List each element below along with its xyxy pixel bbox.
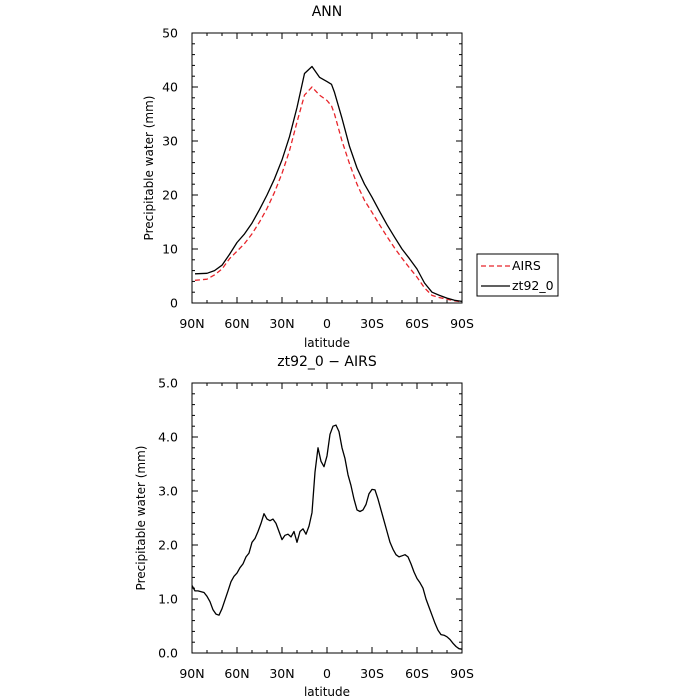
x-tick-label: 30N	[269, 666, 294, 681]
y-tick-label: 1.0	[158, 592, 178, 607]
x-tick-label: 30S	[360, 316, 384, 331]
x-tick-label: 60S	[405, 316, 429, 331]
panel-top: ANN 0 10 20 30 40 50 90N 60N 30N 0 30S 60S 90S lati…	[142, 4, 474, 350]
plot-frame	[191, 382, 463, 654]
y-tick-label: 3.0	[158, 484, 178, 499]
x-tick-label: 90N	[179, 666, 204, 681]
series-line-difference	[191, 424, 463, 650]
y-axis-label: Precipitable water (mm)	[134, 446, 148, 591]
panel-title: ANN	[312, 4, 343, 20]
series-group	[191, 424, 463, 650]
series-line-zt92_0	[194, 65, 463, 303]
y-tick-label: 50	[162, 26, 178, 41]
y-tick-label: 10	[162, 242, 178, 257]
x-axis-ticks: 90N 60N 30N 0 30S 60S 90S	[179, 33, 474, 331]
series-group	[194, 65, 463, 303]
y-tick-label: 0	[170, 296, 178, 311]
legend: AIRS zt92_0	[476, 253, 559, 297]
x-tick-label: 60N	[224, 316, 249, 331]
y-axis-ticks: 0 10 20 30 40 50	[162, 26, 462, 311]
x-axis-ticks: 90N 60N 30N 0 30S 60S 90S	[179, 383, 474, 681]
y-tick-label: 5.0	[158, 376, 178, 391]
x-tick-label: 60N	[224, 666, 249, 681]
panel-title: zt92_0 − AIRS	[277, 354, 377, 370]
y-tick-label: 40	[162, 80, 178, 95]
x-axis-label: latitude	[304, 336, 350, 350]
legend-box	[476, 253, 559, 297]
x-tick-label: 60S	[405, 666, 429, 681]
x-tick-label: 0	[323, 666, 331, 681]
y-tick-label: 30	[162, 134, 178, 149]
x-tick-label: 30N	[269, 316, 294, 331]
series-line-airs	[194, 86, 463, 303]
y-axis-ticks: 0.0 1.0 2.0 3.0 4.0 5.0	[158, 376, 462, 661]
x-tick-label: 0	[323, 316, 331, 331]
x-tick-label: 90N	[179, 316, 204, 331]
y-axis-label: Precipitable water (mm)	[142, 96, 156, 241]
legend-label-airs: AIRS	[512, 258, 541, 273]
plot-frame	[191, 32, 463, 304]
x-tick-label: 30S	[360, 666, 384, 681]
x-tick-label: 90S	[450, 316, 474, 331]
panel-bottom: zt92_0 − AIRS 0.0 1.0 2.0 3.0 4.0 5.0 90N 60N 3…	[134, 354, 474, 699]
legend-label-zt92: zt92_0	[512, 278, 554, 293]
y-tick-label: 20	[162, 188, 178, 203]
y-tick-label: 0.0	[158, 646, 178, 661]
y-tick-label: 4.0	[158, 430, 178, 445]
y-tick-label: 2.0	[158, 538, 178, 553]
x-tick-label: 90S	[450, 666, 474, 681]
x-axis-label: latitude	[304, 685, 350, 699]
